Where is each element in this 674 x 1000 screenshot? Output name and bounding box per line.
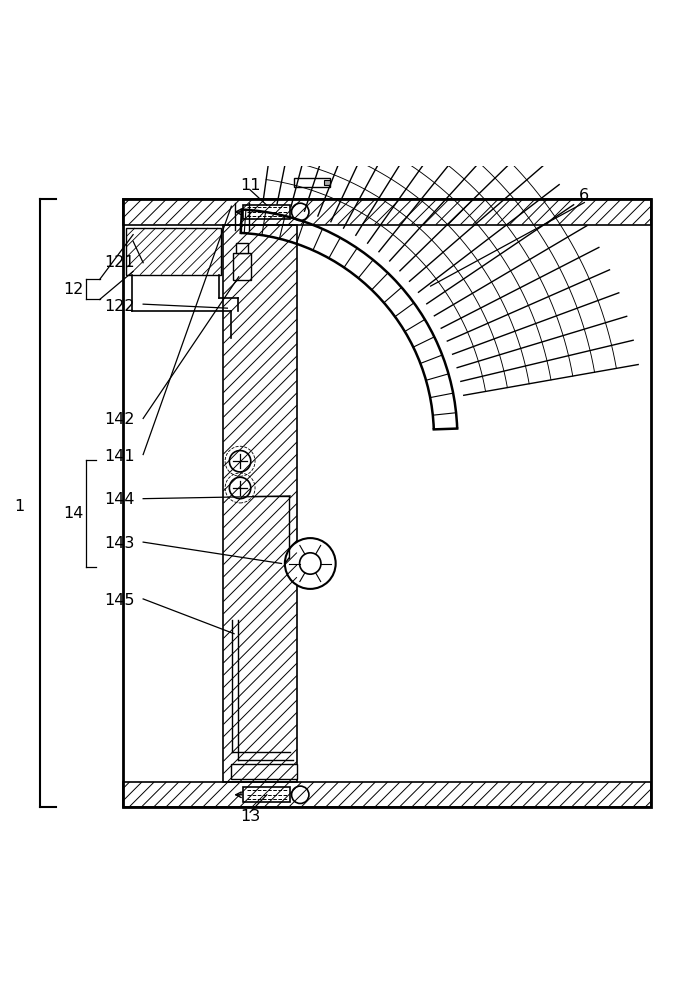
- Bar: [236, 243, 248, 253]
- Bar: [243, 205, 290, 219]
- Text: 1: 1: [14, 499, 25, 514]
- Bar: [123, 199, 651, 225]
- Circle shape: [292, 203, 309, 221]
- Text: 12: 12: [63, 282, 83, 297]
- Bar: [231, 764, 297, 779]
- Text: 13: 13: [240, 809, 260, 824]
- Text: 14: 14: [63, 506, 83, 521]
- Circle shape: [292, 786, 309, 803]
- Bar: [294, 178, 330, 187]
- Bar: [123, 782, 651, 807]
- Bar: [127, 228, 221, 275]
- Text: 6: 6: [579, 188, 589, 203]
- Text: 122: 122: [104, 299, 135, 314]
- Text: 143: 143: [104, 536, 135, 551]
- Text: 144: 144: [104, 492, 135, 508]
- Circle shape: [299, 553, 321, 574]
- Text: 141: 141: [104, 449, 135, 464]
- Text: 145: 145: [104, 593, 135, 608]
- Circle shape: [229, 451, 251, 472]
- Text: 142: 142: [104, 412, 135, 427]
- Circle shape: [229, 477, 251, 499]
- Text: 11: 11: [240, 178, 260, 193]
- Circle shape: [285, 538, 336, 589]
- Bar: [123, 199, 651, 807]
- Bar: [233, 253, 251, 280]
- Text: 121: 121: [104, 255, 135, 270]
- Bar: [324, 180, 330, 185]
- Bar: [223, 225, 297, 782]
- Bar: [243, 787, 290, 802]
